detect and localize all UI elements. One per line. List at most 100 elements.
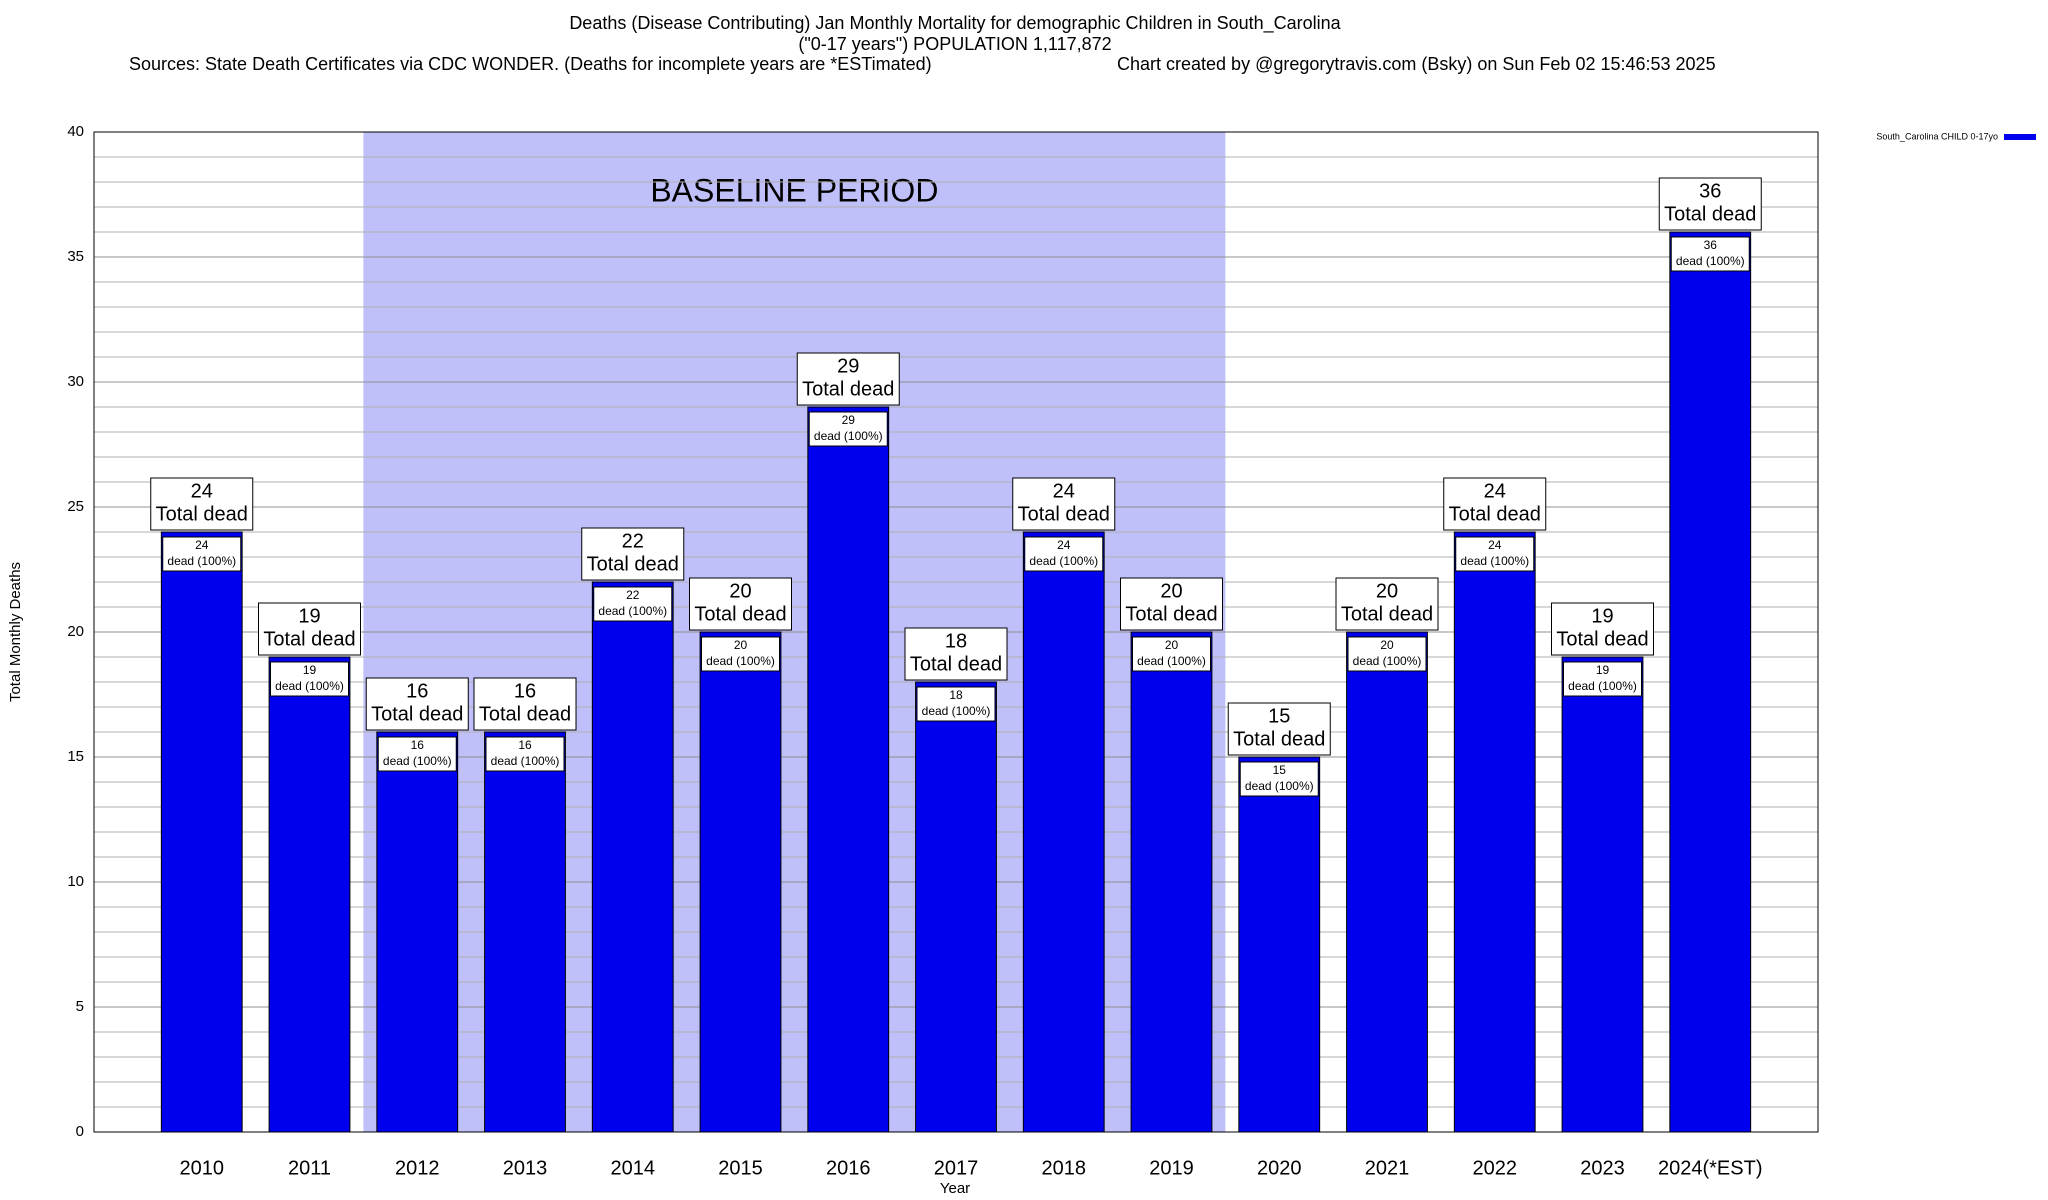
- x-tick-label: 2011: [288, 1157, 331, 1179]
- total-value-label: 19: [298, 605, 320, 627]
- total-value-label: 15: [1268, 705, 1290, 727]
- inner-text-label: dead (100%): [1245, 779, 1314, 793]
- total-text-label: Total dead: [371, 703, 463, 725]
- bar: [1238, 756, 1321, 1133]
- total-label-box: [1335, 577, 1439, 631]
- total-value-label: 20: [729, 580, 751, 602]
- y-tick-label: 35: [67, 248, 84, 265]
- inner-value-label: 20: [734, 638, 748, 652]
- total-text-label: Total dead: [1233, 728, 1325, 750]
- inner-text-label: dead (100%): [598, 604, 667, 618]
- legend-label: South_Carolina CHILD 0-17yo: [1876, 131, 1998, 141]
- inner-value-label: 18: [949, 688, 963, 702]
- bar: [1561, 656, 1644, 1133]
- bar: [915, 681, 997, 1133]
- bar: [268, 656, 351, 1133]
- inner-label-box: [1132, 636, 1211, 672]
- total-value-label: 19: [1591, 605, 1613, 627]
- inner-text-label: dead (100%): [706, 654, 775, 668]
- total-label-box: [1443, 477, 1547, 531]
- total-text-label: Total dead: [263, 628, 355, 650]
- total-text-label: Total dead: [1664, 203, 1756, 225]
- total-label-box: [581, 527, 685, 581]
- sources: Sources: State Death Certificates via CD…: [129, 54, 932, 74]
- x-tick-label: 2013: [503, 1157, 548, 1179]
- total-value-label: 16: [406, 680, 428, 702]
- inner-text-label: dead (100%): [922, 704, 991, 718]
- total-label-box: [150, 477, 254, 531]
- y-tick-label: 0: [76, 1123, 84, 1140]
- inner-text-label: dead (100%): [275, 679, 344, 693]
- inner-text-label: dead (100%): [1676, 254, 1745, 268]
- inner-label-box: [1455, 536, 1535, 572]
- x-tick-label: 2012: [395, 1157, 440, 1179]
- inner-text-label: dead (100%): [383, 754, 452, 768]
- total-value-label: 24: [191, 480, 213, 502]
- inner-label-box: [593, 586, 673, 622]
- total-text-label: Total dead: [1341, 603, 1433, 625]
- total-text-label: Total dead: [802, 378, 894, 400]
- inner-label-box: [701, 636, 780, 672]
- inner-label-box: [1239, 761, 1319, 797]
- total-value-label: 16: [514, 680, 536, 702]
- y-tick-label: 20: [67, 623, 84, 640]
- total-value-label: 24: [1053, 480, 1075, 502]
- inner-label-box: [270, 661, 349, 697]
- total-text-label: Total dead: [1449, 503, 1541, 525]
- total-value-label: 22: [622, 530, 644, 552]
- x-tick-label: 2018: [1042, 1157, 1087, 1179]
- inner-value-label: 20: [1165, 638, 1179, 652]
- inner-label-box: [485, 736, 565, 772]
- total-label-box: [473, 677, 577, 731]
- total-label-box: [904, 627, 1008, 681]
- total-label-box: [1227, 702, 1331, 756]
- total-label-box: [1658, 177, 1762, 231]
- total-label-box: [365, 677, 469, 731]
- inner-value-label: 24: [1488, 538, 1502, 552]
- inner-text-label: dead (100%): [814, 429, 883, 443]
- inner-label-box: [1347, 636, 1427, 672]
- total-text-label: Total dead: [479, 703, 571, 725]
- total-label-box: [258, 602, 361, 656]
- x-tick-label: 2019: [1149, 1157, 1194, 1179]
- inner-value-label: 24: [1057, 538, 1071, 552]
- inner-value-label: 16: [411, 738, 425, 752]
- inner-label-box: [1024, 536, 1104, 572]
- bar: [1669, 231, 1752, 1133]
- inner-text-label: dead (100%): [1568, 679, 1637, 693]
- inner-label-box: [916, 686, 996, 722]
- x-tick-label: 2016: [826, 1157, 871, 1179]
- inner-text-label: dead (100%): [1353, 654, 1422, 668]
- total-text-label: Total dead: [1125, 603, 1217, 625]
- x-tick-label: 2010: [180, 1157, 225, 1179]
- inner-label-box: [162, 536, 242, 572]
- total-label-box: [1551, 602, 1654, 656]
- y-tick-label: 5: [76, 998, 84, 1015]
- y-tick-label: 10: [67, 873, 84, 890]
- bar: [1346, 631, 1428, 1133]
- inner-value-label: 22: [626, 588, 640, 602]
- inner-text-label: dead (100%): [1460, 554, 1529, 568]
- bar: [484, 731, 566, 1133]
- x-tick-label: 2014: [611, 1157, 656, 1179]
- inner-value-label: 20: [1380, 638, 1394, 652]
- bar: [1022, 531, 1105, 1133]
- total-value-label: 20: [1160, 580, 1182, 602]
- y-tick-label: 15: [67, 748, 84, 765]
- inner-label-box: [1563, 661, 1642, 697]
- total-value-label: 24: [1484, 480, 1506, 502]
- inner-label-box: [808, 411, 888, 447]
- title-line: Deaths (Disease Contributing) Jan Monthl…: [569, 13, 1341, 34]
- x-tick-label: 2020: [1257, 1157, 1302, 1179]
- x-tick-label: 2024(*EST): [1658, 1157, 1763, 1179]
- y-axis-label: Total Monthly Deaths: [7, 562, 24, 702]
- total-value-label: 20: [1376, 580, 1398, 602]
- inner-label-box: [377, 736, 457, 772]
- total-text-label: Total dead: [1556, 628, 1648, 650]
- total-text-label: Total dead: [587, 553, 679, 575]
- bar: [1453, 531, 1536, 1133]
- bar: [807, 406, 890, 1133]
- inner-value-label: 16: [518, 738, 532, 752]
